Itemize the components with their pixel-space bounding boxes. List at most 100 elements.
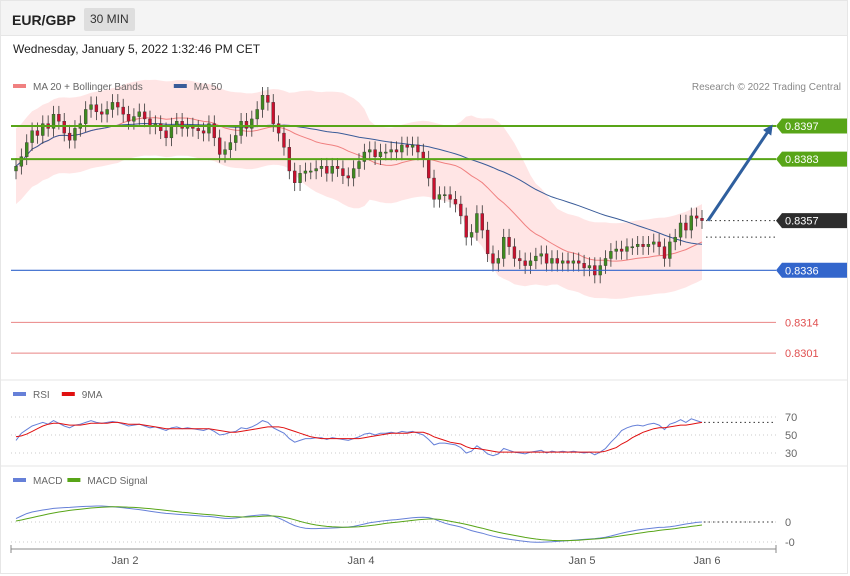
candle-body <box>378 151 383 157</box>
candle <box>678 214 683 246</box>
candle-body <box>502 236 506 259</box>
candle <box>609 243 613 267</box>
candle <box>582 254 586 277</box>
candle <box>62 113 66 142</box>
candle-body <box>700 218 704 221</box>
candle-body <box>544 253 549 264</box>
x-tick-label: Jan 6 <box>694 555 721 567</box>
candle-body <box>255 109 259 120</box>
candle <box>539 245 543 265</box>
candle-body <box>684 222 688 231</box>
candle-body <box>507 236 511 247</box>
candle <box>234 127 238 151</box>
level-label: 0.8314 <box>785 317 819 329</box>
time-axis: Jan 2 Jan 4 Jan 5 Jan 6 <box>10 545 777 567</box>
candle <box>121 98 125 123</box>
candle-body <box>480 213 484 231</box>
candle <box>116 94 120 116</box>
candle-body <box>523 260 527 266</box>
level-label: 0.8357 <box>785 216 819 228</box>
level-tag <box>776 118 847 134</box>
candle <box>550 250 554 272</box>
candle <box>491 245 495 272</box>
candle <box>319 157 324 177</box>
candle <box>518 250 522 270</box>
candle-body <box>239 121 243 136</box>
candle-body <box>630 246 635 249</box>
legend-swatch <box>173 84 187 88</box>
candle <box>330 157 334 182</box>
candle <box>619 240 624 260</box>
y-tick-label: 70 <box>785 412 797 424</box>
candle <box>485 221 490 263</box>
rsi-panel: 70 50 30 RSI 9MA <box>1 390 848 467</box>
timeframe-badge[interactable]: 30 MIN <box>84 8 135 31</box>
candle <box>544 245 549 272</box>
candle-body <box>426 158 431 179</box>
candle <box>368 141 372 161</box>
candle-body <box>662 246 667 259</box>
candle-body <box>571 260 576 264</box>
candle <box>100 103 104 123</box>
candle-body <box>625 246 629 252</box>
candle <box>217 129 222 163</box>
candle-body <box>475 213 479 233</box>
candle <box>303 162 308 182</box>
candle-body <box>94 104 99 113</box>
candle-body <box>212 123 216 139</box>
candle-body <box>180 121 184 129</box>
candle <box>14 157 18 180</box>
candle-body <box>330 166 334 174</box>
candle-body <box>587 265 592 269</box>
candle-body <box>89 104 93 110</box>
candle <box>464 207 468 246</box>
candle-body <box>309 170 313 173</box>
legend-swatch <box>61 392 75 396</box>
candle-body <box>469 232 474 238</box>
candle-body <box>126 113 131 122</box>
candle-body <box>244 121 249 129</box>
candle <box>662 238 667 267</box>
candle-body <box>384 151 388 154</box>
candle <box>630 238 635 255</box>
candle <box>459 195 463 225</box>
candle <box>389 141 393 161</box>
candle-body <box>19 156 24 167</box>
level-resistance: 0.8397 <box>11 118 847 134</box>
candle <box>362 143 367 170</box>
candle-body <box>14 166 18 172</box>
candle-body <box>293 170 297 183</box>
candle <box>652 233 656 253</box>
candle <box>298 165 302 192</box>
candle <box>384 143 388 161</box>
candle-body <box>169 125 174 139</box>
legend-swatch <box>13 392 26 396</box>
candle-body <box>351 168 356 179</box>
candle-body <box>62 121 66 134</box>
candle <box>73 120 77 149</box>
candle <box>276 115 281 142</box>
candle <box>255 101 259 128</box>
candle <box>105 101 109 123</box>
candle-body <box>159 123 163 131</box>
candle-body <box>577 260 581 264</box>
candle <box>614 240 618 260</box>
candle-body <box>303 170 308 174</box>
level-label: 0.8397 <box>785 121 819 133</box>
level-label: 0.8301 <box>785 348 819 360</box>
candle <box>405 136 409 156</box>
candle-body <box>566 260 570 264</box>
candle-body <box>250 118 254 129</box>
candle <box>475 205 479 241</box>
candle-body <box>373 149 377 157</box>
candle-body <box>678 222 683 238</box>
candle <box>512 238 517 267</box>
candle <box>694 207 699 227</box>
candle-body <box>694 215 699 219</box>
candle <box>89 96 93 118</box>
y-tick-label: 30 <box>785 448 797 460</box>
candle <box>453 191 458 213</box>
candle-body <box>223 149 227 155</box>
macd-panel: 0 -0 MACD MACD Signal <box>11 476 795 549</box>
candle-body <box>459 203 463 217</box>
